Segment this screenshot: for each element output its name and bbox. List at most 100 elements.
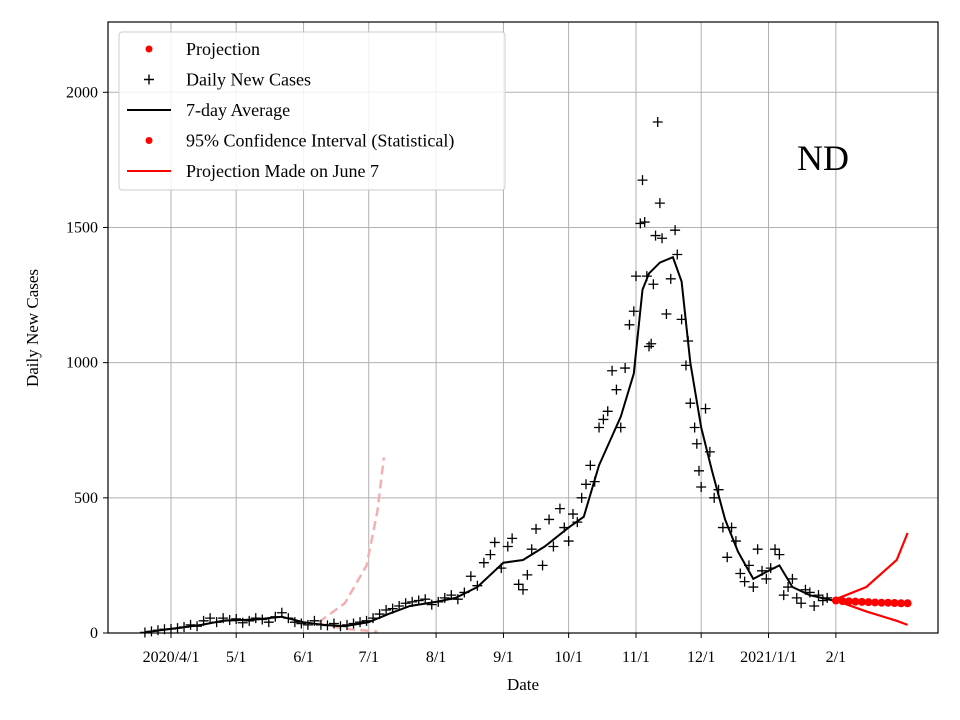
- daily-case-marker: [722, 552, 733, 563]
- x-tick-label: 6/1: [293, 649, 313, 666]
- daily-case-marker: [696, 482, 707, 493]
- daily-case-marker: [611, 384, 622, 395]
- daily-case-marker: [635, 218, 646, 229]
- daily-case-marker: [685, 398, 696, 409]
- daily-case-marker: [518, 584, 528, 595]
- daily-case-marker: [465, 571, 476, 582]
- daily-case-marker: [205, 613, 216, 624]
- legend-label: Daily New Cases: [186, 70, 311, 90]
- plot-series: [139, 117, 912, 638]
- x-tick-label: 5/1: [226, 649, 246, 666]
- legend: Projection Daily New Cases 7-day Average 95…: [118, 31, 506, 191]
- daily-case-marker: [650, 230, 661, 241]
- daily-case-marker: [787, 573, 798, 584]
- projection-point: [897, 599, 906, 608]
- daily-case-marker: [231, 613, 242, 624]
- daily-case-marker: [426, 599, 437, 610]
- daily-case-marker: [652, 117, 663, 128]
- daily-case-marker: [598, 414, 609, 425]
- x-tick-label: 8/1: [426, 649, 446, 666]
- daily-case-marker: [576, 492, 587, 503]
- daily-case-marker: [563, 536, 574, 547]
- daily-case-marker: [661, 308, 672, 319]
- daily-case-marker: [531, 523, 542, 534]
- y-tick-label: 0: [90, 625, 98, 642]
- daily-case-marker: [680, 360, 691, 371]
- plot-frame: [107, 21, 939, 634]
- legend-label: Projection: [186, 39, 260, 59]
- daily-case-marker: [748, 582, 759, 593]
- daily-case-marker: [717, 522, 728, 533]
- daily-case-marker: [594, 422, 605, 433]
- legend-marker-plus: [144, 74, 154, 85]
- projection-point: [890, 598, 899, 607]
- confidence-upper-line: [835, 532, 909, 601]
- x-tick-label: 10/1: [554, 649, 582, 666]
- y-tick-label: 500: [74, 490, 98, 507]
- daily-case-marker: [328, 618, 339, 629]
- daily-case-marker: [654, 198, 665, 209]
- y-tick-label: 1000: [66, 355, 98, 372]
- daily-case-marker: [709, 492, 720, 503]
- daily-case-marker: [809, 600, 820, 611]
- daily-case-marker: [581, 479, 592, 490]
- x-tick-label: 9/1: [493, 649, 513, 666]
- daily-case-marker: [639, 217, 650, 228]
- projection-point: [877, 598, 886, 607]
- daily-case-marker: [522, 569, 533, 580]
- daily-case-marker: [791, 592, 802, 603]
- daily-case-marker: [544, 514, 555, 525]
- daily-case-marker: [770, 544, 781, 555]
- daily-case-marker: [624, 319, 635, 330]
- legend-marker-dot: [145, 137, 153, 144]
- x-axis-title: Date: [507, 675, 539, 694]
- daily-case-marker: [567, 509, 578, 520]
- daily-case-marker: [637, 175, 648, 186]
- daily-case-marker: [478, 557, 489, 568]
- projection-point: [884, 598, 893, 607]
- daily-case-marker: [489, 537, 500, 548]
- axis-ticks: 0 500 1000 1500 2000 2020/4/1 5/1 6/1 7/1 8/1 9/1 1…: [66, 84, 846, 666]
- daily-case-marker: [689, 422, 700, 433]
- daily-case-marker: [485, 549, 496, 560]
- daily-case-marker: [813, 590, 824, 601]
- y-axis-title: Daily New Cases: [23, 269, 42, 387]
- x-tick-label: 12/1: [687, 649, 715, 666]
- daily-case-marker: [607, 365, 618, 376]
- daily-case-marker: [526, 544, 537, 555]
- daily-case-marker: [289, 617, 300, 628]
- daily-case-marker: [439, 592, 450, 603]
- daily-case-marker: [630, 271, 641, 282]
- daily-case-marker: [693, 465, 704, 476]
- x-tick-label: 7/1: [359, 649, 379, 666]
- daily-case-marker: [672, 249, 683, 260]
- daily-case-marker: [381, 605, 392, 616]
- daily-case-marker: [602, 406, 613, 417]
- projection-point: [851, 597, 860, 606]
- projection-point: [903, 599, 912, 608]
- chart-annotation: ND: [797, 138, 849, 178]
- projection-point: [857, 597, 866, 606]
- daily-case-marker: [774, 549, 785, 560]
- legend-label: Projection Made on June 7: [186, 161, 379, 181]
- daily-case-marker: [761, 573, 772, 584]
- daily-case-marker: [665, 273, 676, 284]
- legend-label: 95% Confidence Interval (Statistical): [186, 131, 454, 152]
- daily-case-marker: [513, 579, 524, 590]
- legend-marker-dot: [145, 45, 153, 53]
- daily-case-marker: [554, 503, 565, 514]
- x-tick-label: 11/1: [622, 649, 650, 666]
- y-tick-label: 1500: [66, 219, 98, 236]
- daily-case-marker: [420, 594, 431, 605]
- daily-case-marker: [670, 225, 681, 236]
- x-tick-label: 2021/1/1: [740, 649, 797, 666]
- legend-label: 7-day Average: [186, 100, 290, 120]
- daily-case-marker: [739, 576, 750, 587]
- projection-point: [870, 598, 879, 607]
- daily-case-marker: [585, 460, 596, 471]
- daily-case-marker: [296, 618, 307, 629]
- daily-case-marker: [620, 363, 631, 374]
- daily-case-marker: [700, 403, 711, 414]
- daily-case-marker: [778, 590, 789, 601]
